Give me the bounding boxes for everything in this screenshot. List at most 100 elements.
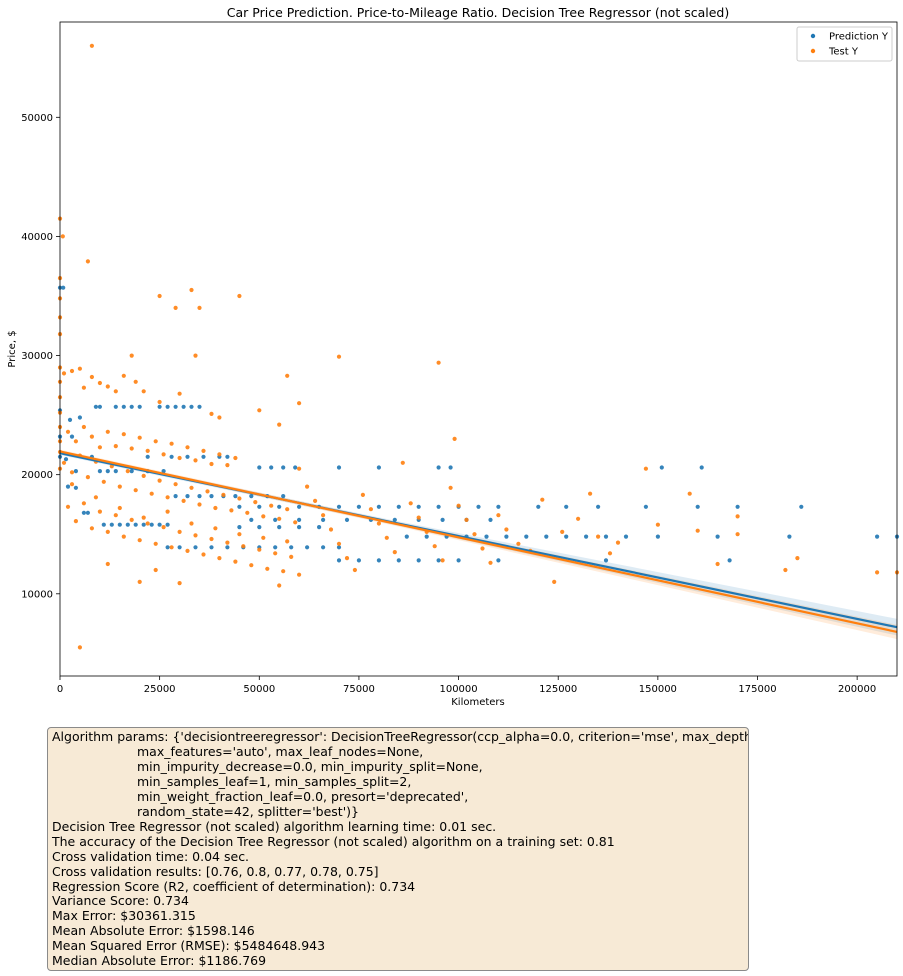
data-point	[695, 528, 700, 533]
data-point	[113, 404, 118, 409]
data-point	[281, 569, 286, 574]
data-point	[85, 475, 90, 480]
data-point	[328, 527, 334, 532]
data-point	[197, 305, 202, 310]
data-point	[173, 482, 178, 487]
data-point	[81, 424, 86, 430]
data-point	[233, 494, 238, 499]
data-point	[189, 485, 194, 490]
data-point	[61, 371, 67, 376]
data-point	[476, 504, 481, 509]
data-point	[424, 534, 429, 539]
data-point	[576, 516, 581, 521]
y-axis-label: Price, $	[7, 330, 18, 367]
data-point	[552, 579, 557, 585]
data-point	[189, 287, 194, 293]
data-point	[285, 507, 290, 512]
data-point	[536, 504, 541, 509]
x-tick-label: 125000	[539, 684, 577, 695]
data-point	[293, 520, 298, 525]
data-point	[197, 502, 202, 507]
data-point	[404, 534, 409, 539]
data-point	[67, 417, 73, 422]
data-point	[133, 522, 138, 527]
data-point	[261, 535, 266, 540]
data-point	[245, 510, 250, 515]
data-point	[177, 455, 182, 461]
x-tick-label: 100000	[439, 684, 477, 695]
data-point	[209, 545, 214, 550]
data-point	[113, 444, 118, 449]
info-line: Decision Tree Regressor (not scaled) alg…	[52, 818, 497, 834]
data-point	[237, 532, 242, 537]
data-point	[69, 368, 75, 374]
data-point	[588, 491, 593, 496]
data-point	[129, 404, 134, 409]
data-point	[121, 432, 126, 437]
info-line: Algorithm params: {'decisiontreeregresso…	[52, 729, 749, 744]
data-point	[117, 505, 122, 511]
data-point	[336, 558, 342, 563]
data-point	[69, 482, 75, 487]
data-point	[117, 484, 122, 489]
data-point	[564, 504, 569, 509]
data-point	[687, 491, 692, 496]
data-point	[336, 545, 342, 550]
data-point	[376, 558, 381, 563]
data-point	[277, 583, 282, 588]
info-line: min_weight_fraction_leaf=0.0, presort='d…	[137, 788, 469, 804]
data-point	[480, 546, 485, 551]
data-point	[97, 509, 102, 514]
data-point	[217, 452, 222, 457]
data-point	[356, 504, 361, 509]
data-point	[141, 389, 146, 394]
data-point	[233, 455, 238, 461]
data-point	[277, 422, 282, 427]
data-point	[145, 454, 150, 459]
data-point	[293, 465, 298, 470]
data-point	[113, 513, 118, 518]
data-point	[129, 446, 134, 451]
data-point	[799, 504, 804, 509]
data-point	[185, 445, 190, 450]
data-point	[516, 541, 521, 546]
data-point	[229, 508, 234, 513]
y-tick-label: 20000	[21, 470, 53, 481]
x-axis-label: Kilometers	[451, 697, 505, 708]
data-point	[277, 504, 282, 509]
data-point	[257, 525, 262, 530]
data-point	[448, 465, 453, 470]
data-point	[157, 293, 162, 299]
data-point	[432, 544, 437, 549]
data-point	[173, 305, 178, 310]
data-point	[137, 579, 142, 585]
data-point	[584, 534, 589, 539]
data-point	[273, 551, 278, 556]
data-point	[408, 501, 413, 506]
data-point	[472, 532, 477, 537]
x-axis-ticks: 0 25000 50000 75000 100000 125000 150000 175000…	[57, 676, 876, 695]
data-point	[384, 535, 389, 540]
data-point	[540, 497, 545, 502]
data-point	[193, 353, 198, 358]
data-point	[249, 494, 254, 499]
data-point	[253, 500, 258, 505]
data-point	[277, 516, 282, 521]
data-point	[436, 465, 441, 470]
data-point	[285, 373, 290, 378]
data-point	[615, 540, 621, 545]
data-point	[297, 517, 302, 523]
data-point	[177, 581, 182, 586]
y-tick-label: 30000	[21, 351, 53, 362]
data-point	[376, 521, 381, 526]
data-point	[105, 384, 110, 389]
data-point	[875, 534, 880, 539]
data-point	[436, 360, 441, 365]
data-point	[376, 465, 381, 470]
data-point	[201, 448, 206, 453]
data-point	[169, 545, 174, 550]
legend-box	[796, 26, 893, 62]
data-point	[392, 517, 397, 523]
legend-marker-test	[810, 48, 816, 54]
data-point	[249, 517, 254, 523]
